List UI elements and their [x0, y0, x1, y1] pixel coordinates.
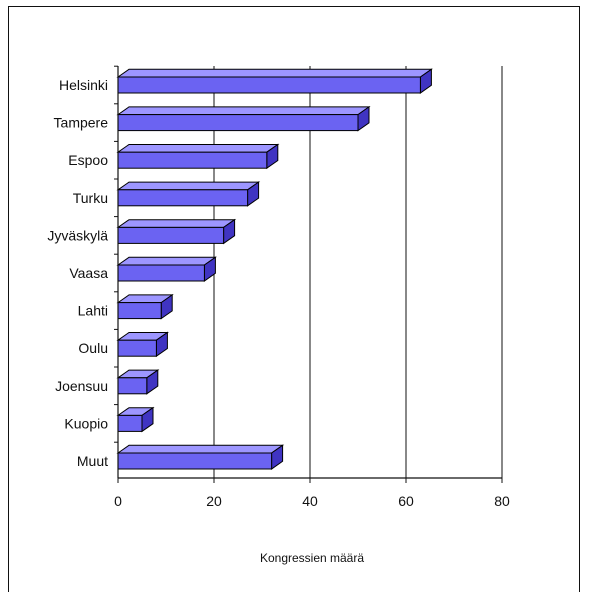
x-axis: 0 20 40 60 80 [114, 65, 510, 509]
category-label: Oulu [78, 340, 108, 356]
bar-front-face [117, 452, 273, 470]
bar-vaasa [116, 256, 217, 282]
category-label: Jyväskylä [47, 227, 108, 243]
category-label: Tampere [54, 115, 109, 131]
bar-front-face [117, 264, 205, 282]
bar-front-face [117, 151, 268, 169]
bar-joensuu [116, 369, 160, 395]
bars [116, 68, 433, 470]
category-label: Vaasa [69, 265, 108, 281]
bar-front-face [117, 114, 359, 132]
bar-front-face [117, 377, 148, 395]
category-labels: Helsinki Tampere Espoo Turku Jyväskylä Vaasa L… [47, 77, 108, 469]
bar-top-face [116, 219, 237, 228]
bar-front-face [117, 226, 225, 244]
bar-espoo [116, 143, 280, 170]
bar-lahti [116, 293, 174, 320]
bar-turku [116, 181, 261, 207]
bar-front-face [117, 189, 249, 207]
bar-kuopio [116, 406, 155, 433]
bar-top-face [116, 256, 217, 266]
bar-front-face [117, 302, 162, 320]
x-tick-label: 0 [114, 493, 122, 509]
bar-tampere [116, 105, 371, 132]
bar-front-face [117, 414, 143, 432]
bar-jyväskylä [116, 218, 237, 245]
category-label: Muut [77, 453, 108, 469]
category-label: Turku [73, 190, 108, 206]
grid-lines [213, 66, 503, 478]
category-label: Helsinki [59, 77, 108, 93]
bar-front-face [117, 339, 157, 357]
category-label: Joensuu [55, 378, 108, 394]
category-label: Kuopio [64, 415, 108, 431]
chart-frame [8, 6, 580, 592]
bar-top-face [116, 181, 261, 191]
bar-front-face [117, 76, 421, 94]
x-axis-title: Kongressien määrä [260, 551, 364, 565]
bar-top-face [116, 444, 285, 454]
category-label: Lahti [78, 303, 108, 319]
bar-oulu [116, 331, 169, 358]
bar-top-face [116, 68, 433, 78]
category-label: Espoo [68, 152, 108, 168]
x-tick-label: 40 [302, 493, 318, 509]
bar-top-face [116, 106, 371, 116]
bar-helsinki [116, 68, 433, 94]
x-tick-label: 80 [494, 493, 510, 509]
x-tick-label: 20 [206, 493, 222, 509]
bar-top-face [116, 144, 280, 153]
bar-muut [116, 444, 285, 470]
x-tick-label: 60 [398, 493, 414, 509]
